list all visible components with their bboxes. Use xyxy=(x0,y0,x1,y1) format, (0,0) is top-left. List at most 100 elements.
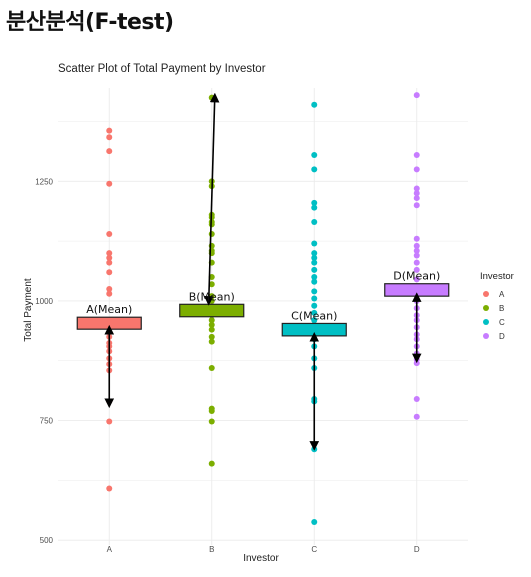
data-point xyxy=(106,418,113,425)
mean-boxes xyxy=(76,283,450,337)
data-point xyxy=(311,295,318,302)
data-point xyxy=(413,396,420,403)
data-point xyxy=(106,180,113,187)
data-point xyxy=(413,190,420,197)
data-point xyxy=(311,204,318,211)
data-point xyxy=(106,127,113,134)
data-point xyxy=(413,242,420,249)
y-tick-label: 500 xyxy=(40,536,54,545)
data-point xyxy=(208,317,215,324)
data-point xyxy=(413,185,420,192)
data-point xyxy=(311,101,318,108)
data-point xyxy=(311,288,318,295)
data-point xyxy=(413,202,420,209)
x-axis-title: Investor xyxy=(243,553,279,564)
data-point xyxy=(413,266,420,273)
mean-arrows xyxy=(104,92,422,451)
data-point xyxy=(311,302,318,309)
data-point xyxy=(413,151,420,158)
y-tick-label: 1250 xyxy=(35,177,53,186)
data-point xyxy=(311,254,318,261)
data-point xyxy=(311,446,318,453)
data-point xyxy=(106,254,113,261)
data-point xyxy=(208,333,215,340)
data-point xyxy=(208,94,215,101)
data-point xyxy=(413,166,420,173)
mean-box xyxy=(76,316,142,330)
grid-lines xyxy=(58,88,468,545)
x-tick-label: B xyxy=(209,545,214,554)
x-tick-label: D xyxy=(414,545,420,554)
data-point xyxy=(311,151,318,158)
mean-label: D(Mean) xyxy=(393,270,440,283)
data-point xyxy=(106,134,113,141)
data-point xyxy=(106,259,113,266)
legend-key xyxy=(483,305,489,311)
legend-key xyxy=(483,319,489,325)
data-point xyxy=(413,259,420,266)
legend-label: D xyxy=(499,332,505,341)
data-point xyxy=(311,519,318,526)
data-point xyxy=(208,326,215,333)
chart-title: Scatter Plot of Total Payment by Investo… xyxy=(58,63,266,75)
data-point xyxy=(413,413,420,420)
data-point xyxy=(311,317,318,324)
legend-title: Investor xyxy=(480,271,514,282)
legend-key xyxy=(483,291,489,297)
mean-arrow xyxy=(204,92,220,306)
data-point xyxy=(413,252,420,259)
data-point xyxy=(106,269,113,276)
page-heading: 분산분석(F-test) xyxy=(6,10,174,35)
x-axis-ticks: A B C D xyxy=(107,545,420,554)
data-point xyxy=(106,290,113,297)
legend-label: B xyxy=(499,304,504,313)
data-point xyxy=(413,235,420,242)
data-point xyxy=(208,408,215,415)
data-point xyxy=(311,199,318,206)
y-tick-label: 1000 xyxy=(35,297,53,306)
legend-key xyxy=(483,333,489,339)
y-axis-title: Total Payment xyxy=(23,278,34,342)
data-point xyxy=(311,250,318,257)
data-point xyxy=(311,240,318,247)
x-tick-label: A xyxy=(107,545,113,554)
data-point xyxy=(413,195,420,202)
data-point xyxy=(413,360,420,367)
data-point xyxy=(311,278,318,285)
data-point xyxy=(413,247,420,254)
data-point xyxy=(311,166,318,173)
x-tick-label: C xyxy=(311,545,317,554)
y-tick-label: 750 xyxy=(40,417,54,426)
data-point xyxy=(311,274,318,281)
mean-box xyxy=(179,303,245,318)
mean-label: B(Mean) xyxy=(189,290,235,303)
data-point xyxy=(311,266,318,273)
mean-label: A(Mean) xyxy=(86,303,132,316)
data-point xyxy=(311,259,318,266)
data-point xyxy=(208,460,215,467)
y-axis-ticks: 500 750 1000 1250 xyxy=(35,177,53,545)
data-point xyxy=(208,321,215,328)
data-point xyxy=(208,418,215,425)
data-point xyxy=(311,218,318,225)
data-point xyxy=(208,230,215,237)
data-point xyxy=(311,309,318,316)
mean-box xyxy=(281,322,347,337)
data-point xyxy=(106,230,113,237)
data-point xyxy=(106,148,113,155)
legend-label: A xyxy=(499,290,505,299)
data-point xyxy=(413,276,420,283)
mean-box xyxy=(384,283,450,297)
legend-label: C xyxy=(499,318,505,327)
mean-label: C(Mean) xyxy=(291,309,337,322)
data-point xyxy=(208,364,215,371)
data-point xyxy=(106,285,113,292)
mean-labels: A(Mean) B(Mean) C(Mean) D(Mean) xyxy=(86,270,440,323)
data-point xyxy=(106,485,113,492)
data-point xyxy=(413,92,420,99)
data-point xyxy=(208,338,215,345)
data-points xyxy=(106,92,420,526)
data-point xyxy=(106,250,113,257)
